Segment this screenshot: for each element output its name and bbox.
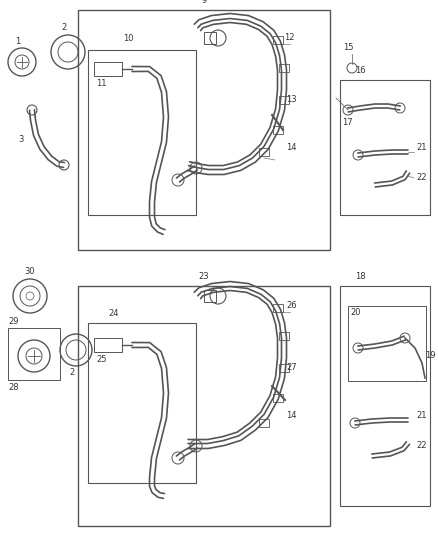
Text: 21: 21 xyxy=(416,143,427,152)
Text: 19: 19 xyxy=(425,351,435,360)
Bar xyxy=(259,419,269,427)
Text: 16: 16 xyxy=(355,66,366,75)
Text: 29: 29 xyxy=(8,317,18,326)
Text: 15: 15 xyxy=(343,43,353,52)
Text: 1: 1 xyxy=(15,37,21,46)
Bar xyxy=(348,306,426,381)
Bar xyxy=(340,286,430,506)
Text: 28: 28 xyxy=(8,383,19,392)
Bar xyxy=(78,10,330,250)
Text: 13: 13 xyxy=(286,95,297,104)
Bar xyxy=(273,304,283,312)
Bar xyxy=(279,332,289,340)
Text: 22: 22 xyxy=(416,441,427,450)
Text: 25: 25 xyxy=(96,355,106,364)
Text: 14: 14 xyxy=(286,143,297,152)
Bar xyxy=(204,290,216,302)
Text: 30: 30 xyxy=(25,267,35,276)
Bar xyxy=(94,62,122,76)
Text: 27: 27 xyxy=(286,364,297,373)
Text: 24: 24 xyxy=(108,309,119,318)
Bar xyxy=(78,286,330,526)
Text: 2: 2 xyxy=(61,23,67,32)
Text: 20: 20 xyxy=(350,308,360,317)
Bar xyxy=(259,148,269,156)
Bar xyxy=(273,36,283,44)
Bar xyxy=(279,364,289,372)
Bar xyxy=(279,64,289,72)
Text: 22: 22 xyxy=(416,174,427,182)
Bar xyxy=(8,328,60,380)
Text: 3: 3 xyxy=(18,135,23,144)
Text: 17: 17 xyxy=(342,118,353,127)
Text: 2: 2 xyxy=(69,368,74,377)
Text: 12: 12 xyxy=(284,34,294,43)
Text: 9: 9 xyxy=(201,0,207,5)
Bar xyxy=(88,50,196,215)
Text: 26: 26 xyxy=(286,302,297,311)
Bar xyxy=(88,323,196,483)
Text: 21: 21 xyxy=(416,411,427,421)
Text: 10: 10 xyxy=(123,34,133,43)
Text: 23: 23 xyxy=(199,272,209,281)
Text: 14: 14 xyxy=(286,411,297,421)
Text: 18: 18 xyxy=(355,272,366,281)
Bar xyxy=(204,32,216,44)
Text: 11: 11 xyxy=(96,79,106,88)
Bar xyxy=(340,80,430,215)
Bar xyxy=(273,126,283,134)
Bar xyxy=(273,394,283,402)
Bar xyxy=(94,338,122,352)
Bar xyxy=(279,96,289,104)
